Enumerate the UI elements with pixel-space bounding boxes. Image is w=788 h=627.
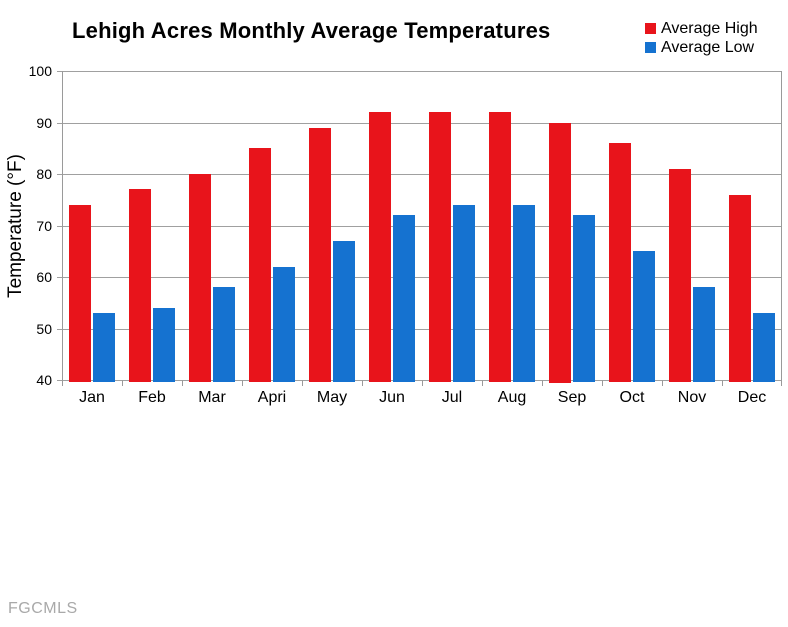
x-tick-0 (62, 380, 63, 386)
gridline-70 (57, 226, 782, 227)
x-tick-2 (182, 380, 183, 386)
x-axis-label-dec: Dec (737, 389, 767, 406)
bar-average-high-aug (489, 112, 511, 382)
x-tick-4 (302, 380, 303, 386)
chart-title: Lehigh Acres Monthly Average Temperature… (72, 18, 551, 43)
x-axis-label-may: May (316, 389, 348, 406)
gridline-80 (57, 174, 782, 175)
bar-average-low-may (333, 241, 355, 382)
bar-average-low-jun (393, 215, 415, 382)
bar-average-low-mar (213, 287, 235, 382)
legend-swatch-high-icon (645, 23, 656, 34)
legend-label-average-high: Average High (661, 19, 758, 37)
bar-average-high-apri (249, 148, 271, 382)
gridline-90 (57, 123, 782, 124)
gridline-40 (57, 380, 782, 381)
y-tick-label-60: 60 (36, 269, 52, 285)
x-tick-6 (422, 380, 423, 386)
y-axis-line (62, 71, 63, 380)
x-axis-label-jan: Jan (79, 389, 105, 406)
x-tick-12 (781, 380, 782, 386)
gridline-50 (57, 329, 782, 330)
legend-swatch-low-icon (645, 42, 656, 53)
y-tick-label-70: 70 (36, 218, 52, 234)
bar-average-high-mar (189, 174, 211, 382)
y-tick-label-50: 50 (36, 321, 52, 337)
x-tick-3 (242, 380, 243, 386)
gridline-60 (57, 277, 782, 278)
x-axis-label-mar: Mar (198, 389, 226, 406)
bar-average-low-sep (573, 215, 595, 382)
legend-item-average-low: Average Low (645, 38, 758, 57)
bar-average-low-jul (453, 205, 475, 382)
x-axis-label-nov: Nov (677, 389, 707, 406)
x-tick-9 (602, 380, 603, 386)
x-tick-11 (722, 380, 723, 386)
bar-average-high-jun (369, 112, 391, 382)
x-tick-8 (542, 380, 543, 386)
x-axis-label-jun: Jun (379, 389, 405, 406)
bar-average-low-jan (93, 313, 115, 382)
bar-average-high-sep (549, 123, 571, 383)
legend-item-average-high: Average High (645, 19, 758, 38)
bar-average-high-dec (729, 195, 751, 382)
bar-average-low-feb (153, 308, 175, 382)
x-axis-label-feb: Feb (138, 389, 166, 406)
y-tick-label-100: 100 (28, 63, 52, 79)
x-axis-label-sep: Sep (557, 389, 587, 406)
x-tick-10 (662, 380, 663, 386)
x-tick-5 (362, 380, 363, 386)
x-axis-label-jul: Jul (441, 389, 463, 406)
bar-average-low-aug (513, 205, 535, 382)
bar-average-high-jul (429, 112, 451, 382)
bar-average-low-dec (753, 313, 775, 382)
plot-right-border (781, 71, 782, 380)
bar-average-low-nov (693, 287, 715, 382)
bar-average-low-oct (633, 251, 655, 382)
y-tick-label-40: 40 (36, 372, 52, 388)
x-axis-label-oct: Oct (619, 389, 645, 406)
watermark: FGCMLS (8, 600, 78, 617)
bar-average-high-feb (129, 189, 151, 382)
gridline-100 (57, 71, 782, 72)
bar-average-high-nov (669, 169, 691, 382)
x-tick-1 (122, 380, 123, 386)
x-axis-label-apri: Apri (257, 389, 287, 406)
bar-average-high-jan (69, 205, 91, 382)
bar-average-high-oct (609, 143, 631, 382)
x-axis-label-aug: Aug (497, 389, 527, 406)
bar-average-high-may (309, 128, 331, 382)
legend: Average High Average Low (645, 19, 758, 57)
y-tick-label-90: 90 (36, 115, 52, 131)
bar-average-low-apri (273, 267, 295, 382)
x-tick-7 (482, 380, 483, 386)
y-tick-label-80: 80 (36, 166, 52, 182)
legend-label-average-low: Average Low (661, 38, 755, 56)
